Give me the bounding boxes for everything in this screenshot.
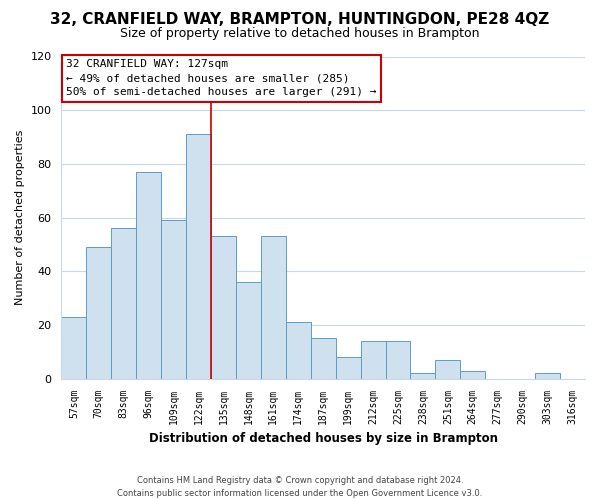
Bar [86, 247, 111, 378]
Bar [311, 338, 335, 378]
Bar [111, 228, 136, 378]
Bar [211, 236, 236, 378]
Text: 32, CRANFIELD WAY, BRAMPTON, HUNTINGDON, PE28 4QZ: 32, CRANFIELD WAY, BRAMPTON, HUNTINGDON,… [50, 12, 550, 28]
Bar [261, 236, 286, 378]
Text: 32 CRANFIELD WAY: 127sqm
← 49% of detached houses are smaller (285)
50% of semi-: 32 CRANFIELD WAY: 127sqm ← 49% of detach… [67, 59, 377, 97]
Bar [136, 172, 161, 378]
Bar [186, 134, 211, 378]
Bar [386, 341, 410, 378]
Bar [61, 317, 86, 378]
Text: Size of property relative to detached houses in Brampton: Size of property relative to detached ho… [120, 28, 480, 40]
Bar [286, 322, 311, 378]
Bar [236, 282, 261, 378]
Y-axis label: Number of detached properties: Number of detached properties [15, 130, 25, 306]
Bar [161, 220, 186, 378]
Bar [335, 357, 361, 378]
Bar [535, 374, 560, 378]
Text: Contains HM Land Registry data © Crown copyright and database right 2024.
Contai: Contains HM Land Registry data © Crown c… [118, 476, 482, 498]
Bar [460, 370, 485, 378]
Bar [410, 374, 436, 378]
Bar [361, 341, 386, 378]
Bar [436, 360, 460, 378]
X-axis label: Distribution of detached houses by size in Brampton: Distribution of detached houses by size … [149, 432, 498, 445]
